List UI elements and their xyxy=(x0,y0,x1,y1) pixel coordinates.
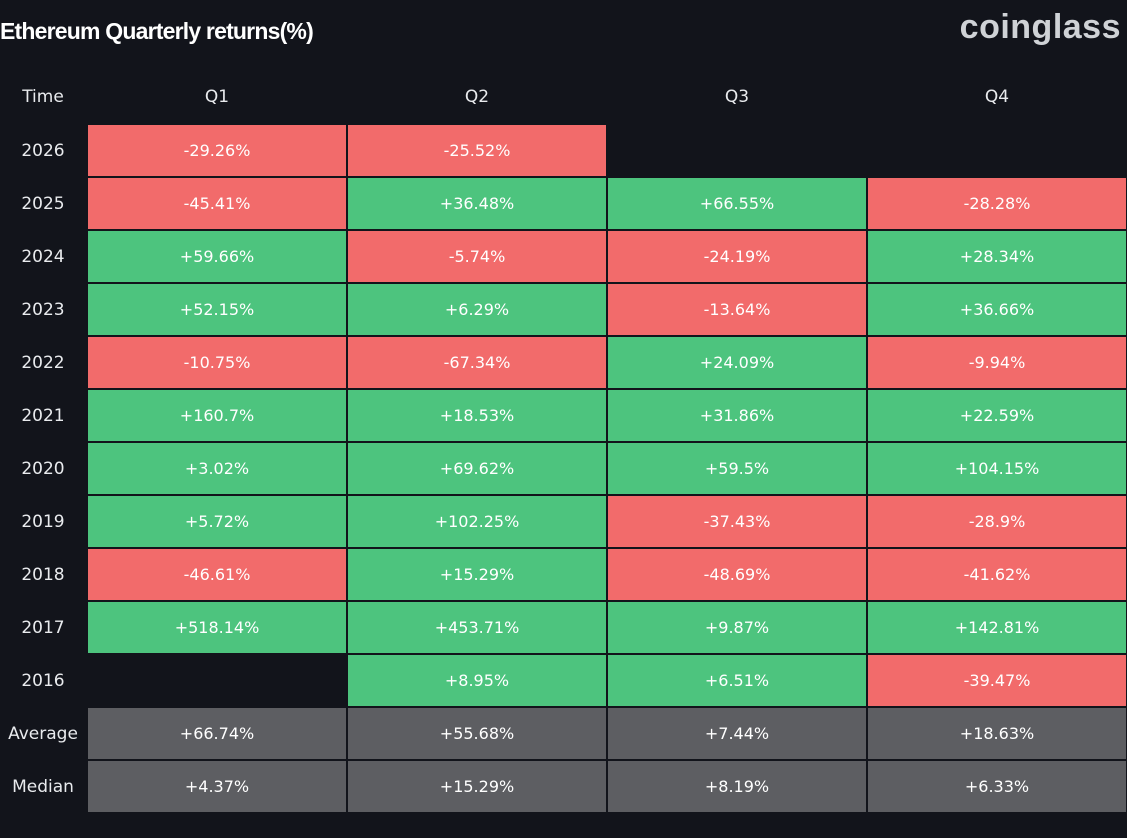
return-cell-2023-q4: +36.66% xyxy=(868,284,1126,335)
return-cell-2021-q1: +160.7% xyxy=(88,390,346,441)
return-cell-2022-q3: +24.09% xyxy=(608,337,866,388)
return-cell-2018-q1: -46.61% xyxy=(88,549,346,600)
return-cell-2022-q1: -10.75% xyxy=(88,337,346,388)
column-header-q1: Q1 xyxy=(204,87,230,107)
return-cell-2023-q3: -13.64% xyxy=(608,284,866,335)
return-cell-2019-q4: -28.9% xyxy=(868,496,1126,547)
stat-cell-average-q4: +18.63% xyxy=(868,708,1126,759)
return-cell-2017-q3: +9.87% xyxy=(608,602,866,653)
row-label-2021: 2021 xyxy=(21,405,65,426)
row-label-2024: 2024 xyxy=(21,246,65,267)
row-label-2025: 2025 xyxy=(21,193,65,214)
return-cell-2021-q3: +31.86% xyxy=(608,390,866,441)
return-cell-2021-q2: +18.53% xyxy=(348,390,606,441)
return-cell-2024-q2: -5.74% xyxy=(348,231,606,282)
column-header-q4: Q4 xyxy=(984,87,1010,107)
return-cell-2024-q4: +28.34% xyxy=(868,231,1126,282)
row-label-median: Median xyxy=(12,776,74,797)
return-cell-2026-q3 xyxy=(608,125,866,176)
return-cell-2019-q3: -37.43% xyxy=(608,496,866,547)
return-cell-2019-q2: +102.25% xyxy=(348,496,606,547)
return-cell-2020-q4: +104.15% xyxy=(868,443,1126,494)
return-cell-2026-q2: -25.52% xyxy=(348,125,606,176)
stat-cell-median-q3: +8.19% xyxy=(608,761,866,812)
row-label-2017: 2017 xyxy=(21,617,65,638)
return-cell-2016-q1 xyxy=(88,655,346,706)
return-cell-2020-q3: +59.5% xyxy=(608,443,866,494)
row-label-2026: 2026 xyxy=(21,140,65,161)
return-cell-2026-q4 xyxy=(868,125,1126,176)
return-cell-2017-q2: +453.71% xyxy=(348,602,606,653)
row-label-2018: 2018 xyxy=(21,564,65,585)
return-cell-2017-q4: +142.81% xyxy=(868,602,1126,653)
row-label-2023: 2023 xyxy=(21,299,65,320)
returns-table: Time Q1 Q2 Q3 Q4 2026 -29.26% -25.52% 2025 -45.41… xyxy=(0,70,1126,813)
return-cell-2025-q2: +36.48% xyxy=(348,178,606,229)
stat-cell-median-q2: +15.29% xyxy=(348,761,606,812)
row-header-label: Time xyxy=(22,87,64,107)
return-cell-2025-q1: -45.41% xyxy=(88,178,346,229)
return-cell-2025-q4: -28.28% xyxy=(868,178,1126,229)
row-label-2019: 2019 xyxy=(21,511,65,532)
return-cell-2018-q3: -48.69% xyxy=(608,549,866,600)
column-header-q2: Q2 xyxy=(464,87,490,107)
return-cell-2025-q3: +66.55% xyxy=(608,178,866,229)
return-cell-2016-q3: +6.51% xyxy=(608,655,866,706)
column-header-q3: Q3 xyxy=(724,87,750,107)
return-cell-2018-q4: -41.62% xyxy=(868,549,1126,600)
return-cell-2024-q1: +59.66% xyxy=(88,231,346,282)
return-cell-2023-q2: +6.29% xyxy=(348,284,606,335)
return-cell-2023-q1: +52.15% xyxy=(88,284,346,335)
stat-cell-average-q2: +55.68% xyxy=(348,708,606,759)
row-label-2022: 2022 xyxy=(21,352,65,373)
row-label-average: Average xyxy=(8,723,78,744)
return-cell-2019-q1: +5.72% xyxy=(88,496,346,547)
chart-title: Ethereum Quarterly returns(%) xyxy=(0,18,314,44)
stat-cell-average-q3: +7.44% xyxy=(608,708,866,759)
row-label-2020: 2020 xyxy=(21,458,65,479)
coinglass-logo: coinglass xyxy=(959,8,1121,46)
stat-cell-median-q1: +4.37% xyxy=(88,761,346,812)
return-cell-2022-q4: -9.94% xyxy=(868,337,1126,388)
return-cell-2016-q4: -39.47% xyxy=(868,655,1126,706)
stat-cell-median-q4: +6.33% xyxy=(868,761,1126,812)
return-cell-2020-q2: +69.62% xyxy=(348,443,606,494)
return-cell-2021-q4: +22.59% xyxy=(868,390,1126,441)
return-cell-2016-q2: +8.95% xyxy=(348,655,606,706)
return-cell-2017-q1: +518.14% xyxy=(88,602,346,653)
row-label-2016: 2016 xyxy=(21,670,65,691)
stat-cell-average-q1: +66.74% xyxy=(88,708,346,759)
return-cell-2018-q2: +15.29% xyxy=(348,549,606,600)
return-cell-2024-q3: -24.19% xyxy=(608,231,866,282)
return-cell-2020-q1: +3.02% xyxy=(88,443,346,494)
return-cell-2022-q2: -67.34% xyxy=(348,337,606,388)
return-cell-2026-q1: -29.26% xyxy=(88,125,346,176)
